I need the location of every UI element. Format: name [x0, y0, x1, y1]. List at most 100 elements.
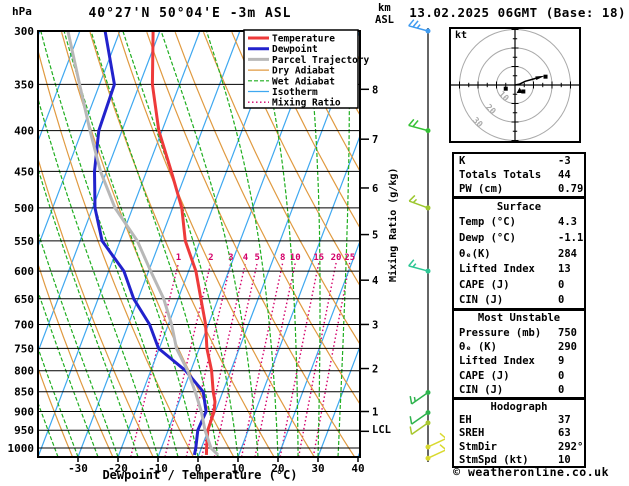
temperature-axis-label: Dewpoint / Temperature (°C)	[102, 468, 298, 482]
table-row: Dewp (°C) -1.1	[454, 230, 584, 246]
pressure-tick-label: 550	[14, 235, 34, 248]
series-temperature	[150, 31, 217, 455]
row-label: Totals Totals	[459, 169, 542, 181]
row-label: CAPE (J)	[459, 369, 510, 382]
km-tick-label: 7	[372, 134, 378, 146]
legend-label: Dry Adiabat	[272, 66, 335, 77]
table-row: CIN (J) 0	[454, 293, 584, 309]
pressure-tick-label: 800	[14, 365, 34, 378]
wind-barb-staff	[411, 412, 429, 425]
page-title: 40°27'N 50°04'E -3m ASL	[88, 6, 292, 21]
mixing-ratio-value-label: 2	[208, 253, 213, 263]
mixing-ratio-value-label: 1	[176, 253, 181, 263]
km-tick-label: 1	[372, 407, 378, 419]
wind-barb-tick	[408, 19, 415, 27]
wind-barb	[408, 259, 431, 274]
row-value: 290	[558, 340, 577, 353]
x-tick-label: -20	[108, 462, 128, 475]
table-row: EH 37	[454, 413, 584, 426]
table-row: Pressure (mb) 750	[454, 325, 584, 339]
copyright-credit: © weatheronline.co.uk	[453, 465, 609, 479]
altitude-axis-unit-km: km	[378, 2, 391, 14]
dry-adiabat-line	[38, 262, 114, 457]
legend-label: Isotherm	[272, 87, 318, 98]
mixing-ratio-line	[185, 262, 232, 457]
table-row: θₑ(K) 284	[454, 246, 584, 262]
hodograph-ring-label: 10	[496, 90, 510, 104]
mixing-ratio-line	[279, 262, 320, 457]
wind-barb-tick	[409, 426, 413, 435]
wet-adiabat-line	[122, 31, 239, 457]
km-tick-label: 3	[372, 319, 378, 331]
wet-adiabat-line	[90, 31, 219, 457]
row-label: CAPE (J)	[459, 278, 510, 291]
wet-adiabat-line	[38, 166, 139, 457]
row-label: CIN (J)	[459, 384, 504, 397]
hodograph-square-marker	[521, 89, 526, 94]
mixing-ratio-value-label: 3	[228, 253, 233, 263]
isotherm-line	[317, 344, 360, 457]
wind-barb-staff	[408, 200, 429, 209]
wind-barb-tick	[439, 432, 445, 439]
wind-barb-staff	[408, 124, 429, 132]
wind-barb	[408, 19, 431, 34]
table-row: Temp (°C) 4.3	[454, 215, 584, 231]
table-row: Lifted Index 9	[454, 354, 584, 368]
isotherm-line	[237, 134, 360, 457]
pressure-tick-label: 850	[14, 386, 34, 399]
x-tick-label: -30	[68, 462, 88, 475]
row-value: 37	[558, 413, 571, 426]
x-tick-label: 0	[195, 462, 202, 475]
row-value: 0	[558, 294, 565, 307]
km-tick-label: 6	[372, 183, 378, 195]
dry-adiabat-line	[117, 32, 315, 457]
wind-barb-staff	[408, 25, 429, 32]
x-tick-label: 30	[311, 462, 324, 475]
row-value: 750	[558, 326, 577, 339]
row-value: -1.1	[558, 231, 584, 244]
row-label: CIN (J)	[459, 294, 504, 307]
wind-barb-staff	[427, 438, 445, 448]
mixing-ratio-line	[312, 262, 351, 457]
table-header: Hodograph	[490, 400, 548, 413]
lcl-marker-label: LCL	[372, 424, 391, 436]
x-tick-label: 20	[271, 462, 284, 475]
dry-adiabat-line	[38, 366, 74, 457]
row-label: SREH	[459, 427, 485, 440]
pressure-tick-label: 950	[14, 424, 34, 437]
mixing-ratio-value-label: 5	[254, 253, 259, 263]
table-hodograph: Hodograph EH 37 SREH 63 StmDir 292° StmSpd (kt)…	[452, 398, 586, 469]
legend-label: Mixing Ratio	[272, 98, 341, 109]
isotherm-line	[38, 31, 81, 143]
wet-adiabat-line	[160, 31, 259, 457]
row-label: Dewp (°C)	[459, 231, 516, 244]
dry-adiabat-line	[38, 48, 194, 457]
wind-barb-tick	[439, 444, 445, 450]
run-date: 13.02.2025 06GMT (Base: 18)	[409, 5, 626, 20]
wind-barb-halftick	[412, 198, 418, 204]
hodograph-border	[449, 27, 581, 143]
mixing-ratio-value-label: 20	[331, 253, 342, 263]
table-row: SREH 63	[454, 427, 584, 440]
hodograph-square-marker	[543, 74, 548, 79]
wind-barb-tick	[408, 194, 416, 202]
row-value: 4.3	[558, 216, 577, 229]
hodograph-ring-label: 30	[470, 116, 484, 130]
wind-barb-tick	[408, 259, 415, 267]
hodograph-triangle-marker	[516, 87, 523, 94]
table-row: PW (cm) 0.79	[454, 182, 584, 196]
mixing-ratio-line	[240, 262, 284, 457]
wind-barb-tick	[409, 395, 413, 405]
x-tick-label: 40	[351, 462, 364, 475]
x-tick-label: 10	[231, 462, 244, 475]
dry-adiabat-line	[202, 31, 360, 346]
table-row: θₑ (K) 290	[454, 340, 584, 354]
wind-barb	[409, 420, 431, 435]
table-surface: Surface Temp (°C) 4.3 Dewp (°C) -1.1 θₑ(K) 284…	[452, 197, 586, 311]
legend-label: Parcel Trajectory	[272, 55, 370, 66]
row-value: -3	[558, 155, 571, 167]
pressure-tick-label: 300	[14, 25, 34, 38]
